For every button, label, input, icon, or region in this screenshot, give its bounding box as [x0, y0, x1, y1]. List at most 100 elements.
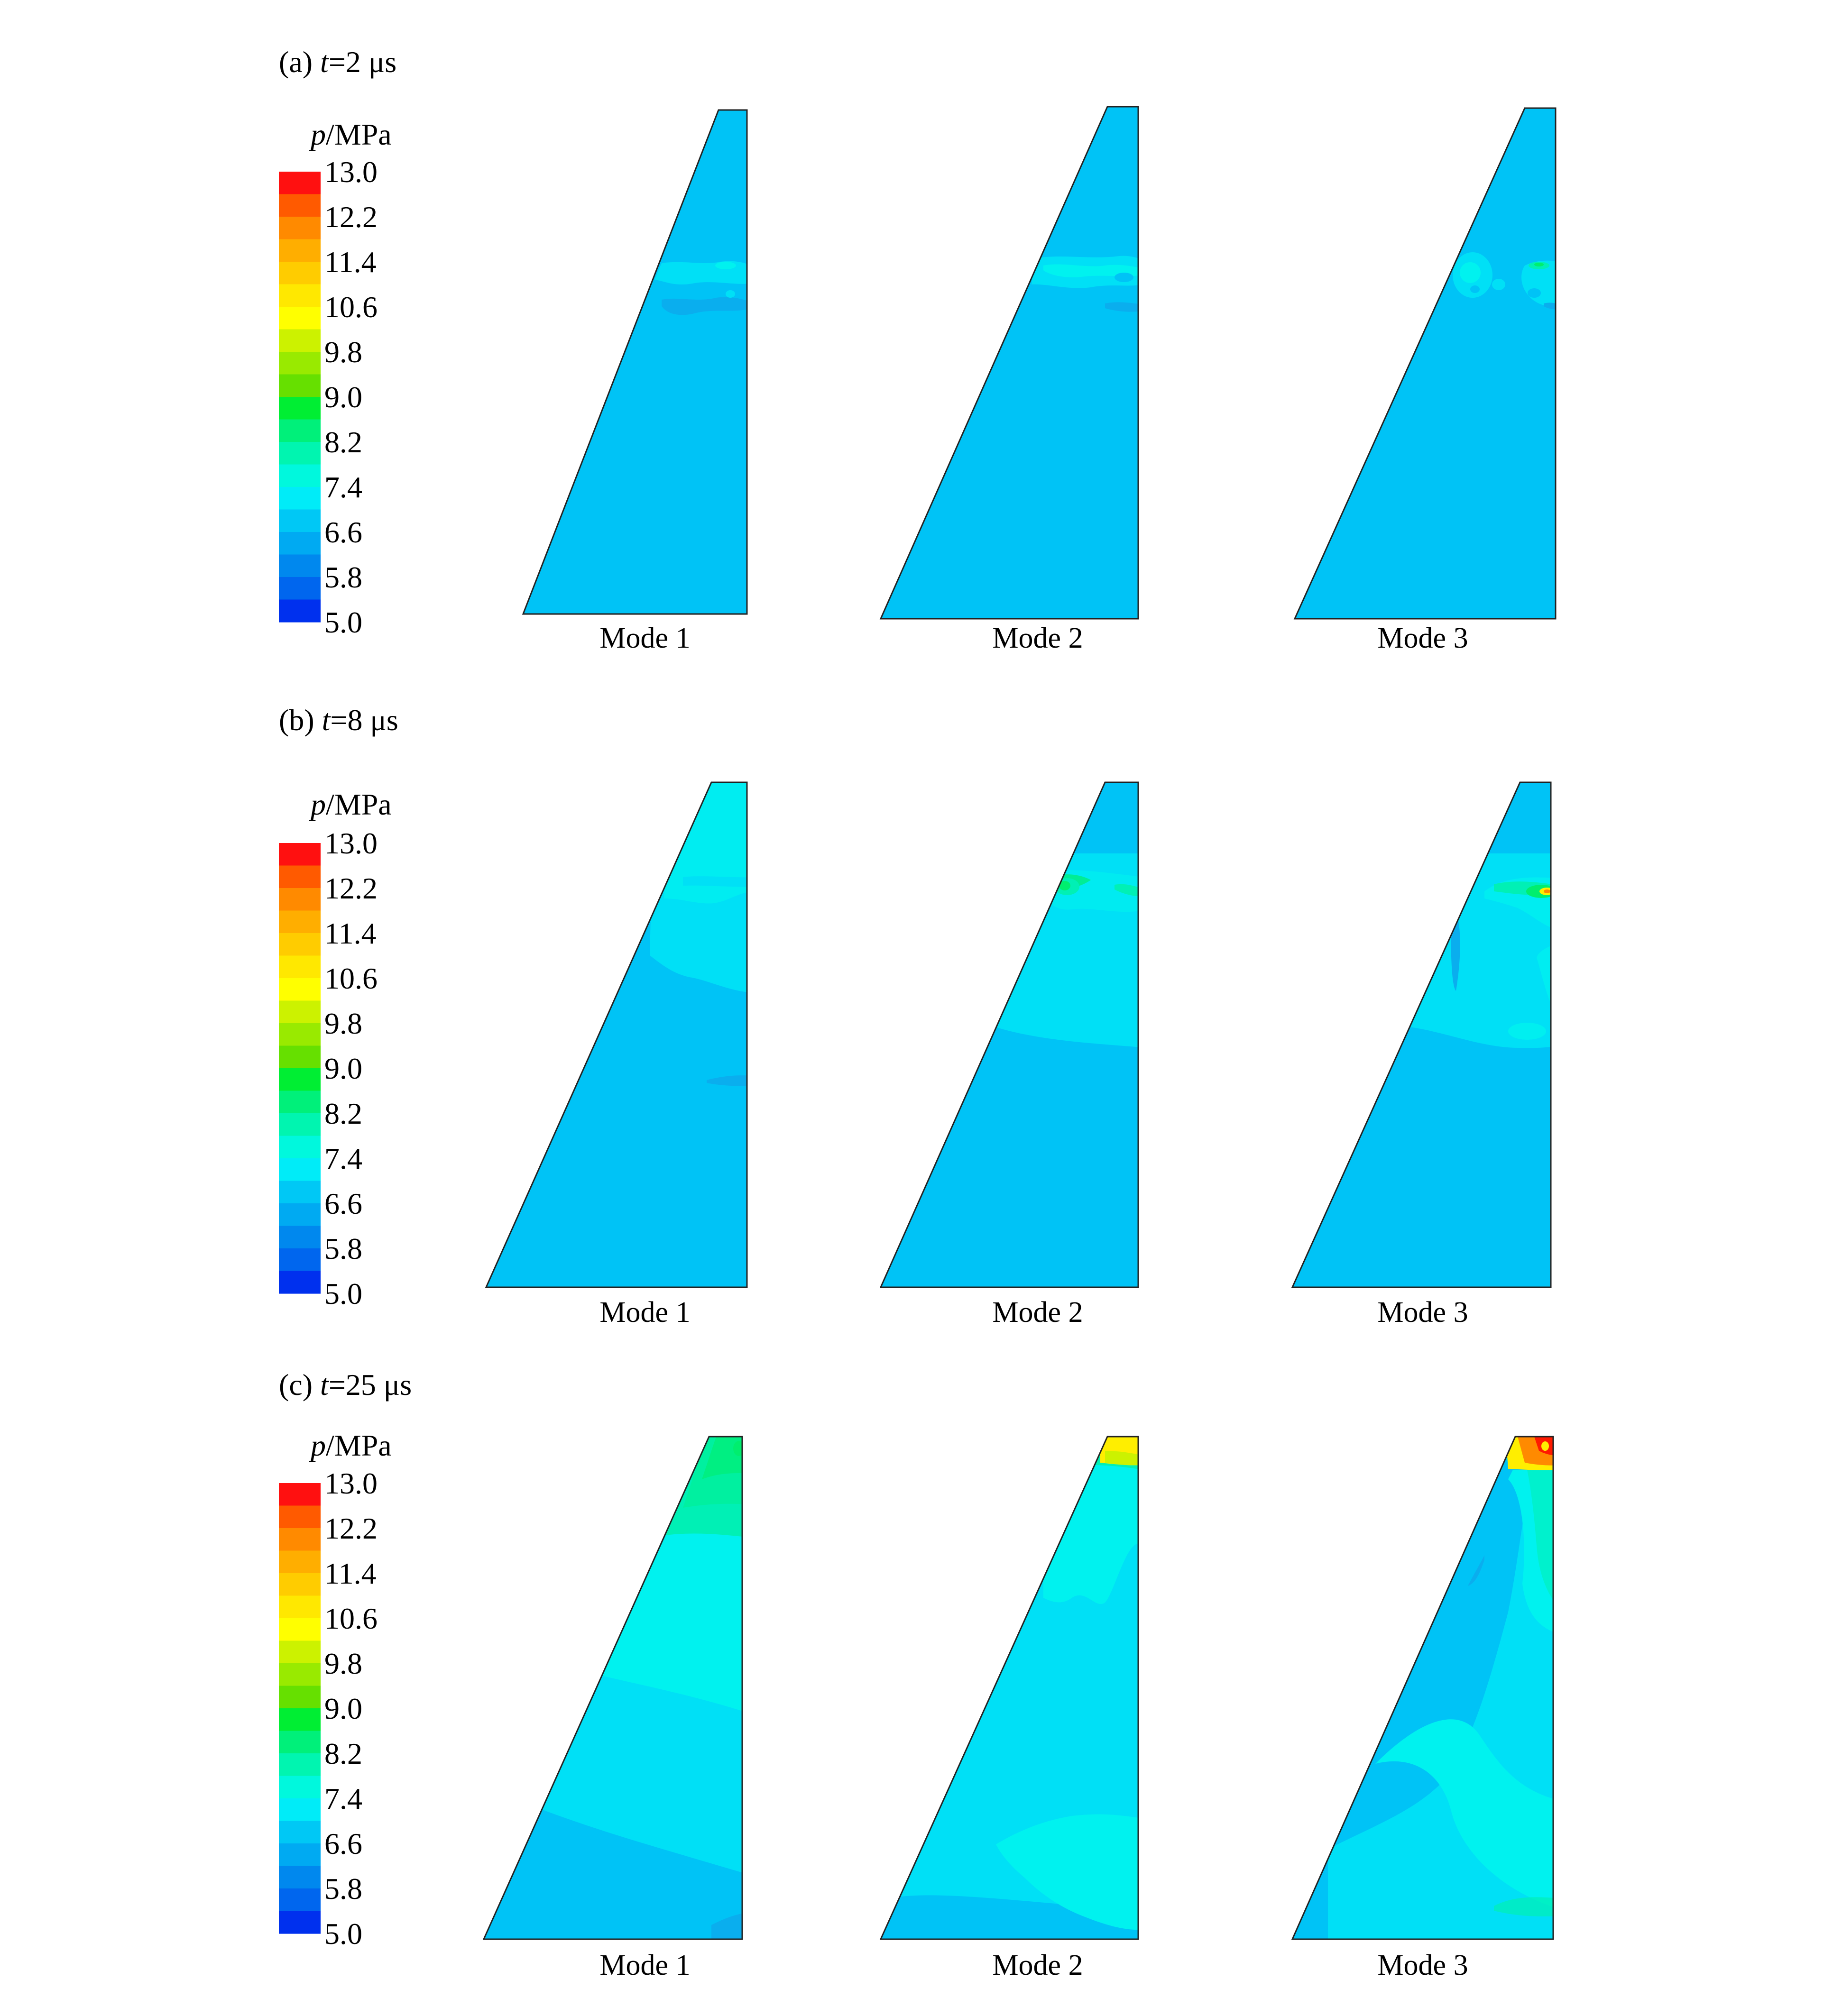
colorbar-swatch	[279, 843, 321, 866]
colorbar-swatch	[279, 1595, 321, 1619]
colorbar-tick-label: 13.0	[324, 826, 378, 860]
colorbar-tick-label: 13.0	[324, 1466, 378, 1500]
panel-a: (a) t=2 μs p/MPa 13.0 12.2 11.4 10.6 9.8 9.0 8…	[279, 45, 1557, 654]
colorbar-swatch	[279, 1663, 321, 1686]
colorbar-swatch	[279, 464, 321, 487]
colorbar-tick-label: 11.4	[324, 245, 377, 279]
colorbar-swatch	[279, 217, 321, 240]
colorbar-swatch	[279, 307, 321, 330]
contour-c-mode-2	[879, 1436, 1139, 1940]
colorbar-swatch	[279, 352, 321, 375]
mode-label: Mode 3	[1377, 1949, 1468, 1981]
colorbar-swatch	[279, 284, 321, 307]
mode-label: Mode 2	[992, 1949, 1083, 1981]
mode-label: Mode 1	[599, 1296, 690, 1329]
panel-b: (b) t=8 μs p/MPa 13.0 12.2 11.4 10.6 9.8 9.0 8…	[279, 703, 1552, 1329]
colorbar-swatch	[279, 374, 321, 397]
panel-c: (c) t=25 μs p/MPa 13.0 12.2 11.4 10.6 9.8 9.0…	[279, 1368, 1554, 1981]
colorbar-tick-label: 7.4	[324, 470, 362, 504]
colorbar-tick-label: 9.8	[324, 1647, 362, 1680]
colorbar-swatch	[279, 1023, 321, 1046]
panel-b-title: (b) t=8 μs	[279, 703, 398, 737]
colorbar-swatch	[279, 1528, 321, 1551]
colorbar-tick-label: 5.0	[324, 1917, 362, 1951]
colorbar-tick-label: 12.2	[324, 200, 378, 234]
colorbar-swatch	[279, 172, 321, 195]
colorbar-swatch	[279, 1271, 321, 1294]
colorbar-tick-label: 8.2	[324, 1737, 362, 1770]
colorbar-swatch	[279, 1843, 321, 1867]
colorbar-swatch	[279, 262, 321, 285]
colorbar-swatch	[279, 599, 321, 623]
colorbar-swatch	[279, 442, 321, 465]
colorbar-swatch	[279, 1753, 321, 1777]
mode-label: Mode 1	[599, 622, 690, 654]
colorbar-swatch	[279, 239, 321, 262]
contour-b-mode-2	[879, 781, 1139, 1288]
colorbar-tick-label: 13.0	[324, 155, 378, 189]
colorbar-tick-label: 6.6	[324, 1187, 362, 1220]
colorbar-swatch	[279, 978, 321, 1001]
colorbar-swatch	[279, 1158, 321, 1182]
colorbar-swatch	[279, 1068, 321, 1091]
contour-a-mode-1	[522, 109, 748, 615]
colorbar-swatch	[279, 1866, 321, 1889]
colorbar-swatch	[279, 1821, 321, 1844]
colorbar-swatch	[279, 1798, 321, 1822]
contour-b-mode-1	[485, 781, 748, 1288]
colorbar-swatch	[279, 1911, 321, 1934]
colorbar-unit-label: p/MPa	[309, 1429, 392, 1462]
colorbar-tick-label: 10.6	[324, 1602, 378, 1635]
colorbar-tick-label: 7.4	[324, 1782, 362, 1815]
colorbar-swatch	[279, 419, 321, 442]
contour-b-mode-3	[1291, 781, 1552, 1288]
colorbar-swatch	[279, 577, 321, 600]
colorbar-tick-label: 10.6	[324, 962, 378, 995]
colorbar-swatch	[279, 1573, 321, 1596]
colorbar-swatch	[279, 1045, 321, 1069]
colorbar-tick-label: 8.2	[324, 425, 362, 459]
colorbar-swatch	[279, 397, 321, 420]
colorbar-tick-label: 5.0	[324, 1277, 362, 1310]
colorbar-swatch	[279, 865, 321, 889]
colorbar-tick-label: 9.8	[324, 335, 362, 369]
colorbar-swatch	[279, 1505, 321, 1529]
colorbar-tick-label: 5.0	[324, 605, 362, 639]
colorbar-swatch	[279, 933, 321, 956]
mode-label: Mode 3	[1377, 1296, 1468, 1329]
colorbar-swatch	[279, 1483, 321, 1506]
colorbar-tick-label: 12.2	[324, 871, 378, 905]
contour-a-mode-2	[879, 106, 1139, 620]
colorbar-tick-label: 12.2	[324, 1512, 378, 1545]
colorbar-swatch	[279, 1550, 321, 1574]
contour-c-mode-1	[482, 1436, 743, 1940]
colorbar-swatch	[279, 329, 321, 352]
colorbar-swatch	[279, 1776, 321, 1799]
colorbar-swatch	[279, 194, 321, 217]
colorbar-swatch	[279, 554, 321, 577]
colorbar-swatch	[279, 1248, 321, 1272]
colorbar-swatch	[279, 1113, 321, 1136]
colorbar-unit-label: p/MPa	[309, 118, 392, 151]
colorbar-swatch	[279, 509, 321, 532]
mode-label: Mode 2	[992, 1296, 1083, 1329]
colorbar-swatch	[279, 1731, 321, 1754]
colorbar-unit-label: p/MPa	[309, 788, 392, 821]
colorbar-swatch	[279, 1640, 321, 1664]
panel-c-title: (c) t=25 μs	[279, 1368, 412, 1402]
colorbar-c: p/MPa 13.0 12.2 11.4 10.6 9.8 9.0 8.2 7.4 6.6 5.8…	[279, 1429, 392, 1951]
colorbar-swatch	[279, 1618, 321, 1641]
colorbar-swatch	[279, 1708, 321, 1732]
colorbar-swatch	[279, 1888, 321, 1912]
colorbar-swatch	[279, 1226, 321, 1249]
contour-c-mode-3	[1291, 1436, 1554, 1940]
colorbar-swatch	[279, 955, 321, 979]
colorbar-swatch	[279, 910, 321, 934]
colorbar-swatch	[279, 1000, 321, 1024]
colorbar-swatch	[279, 1181, 321, 1204]
colorbar-swatch	[279, 1090, 321, 1114]
colorbar-tick-label: 5.8	[324, 560, 362, 594]
colorbar-tick-label: 5.8	[324, 1232, 362, 1265]
colorbar-tick-label: 9.0	[324, 380, 362, 414]
